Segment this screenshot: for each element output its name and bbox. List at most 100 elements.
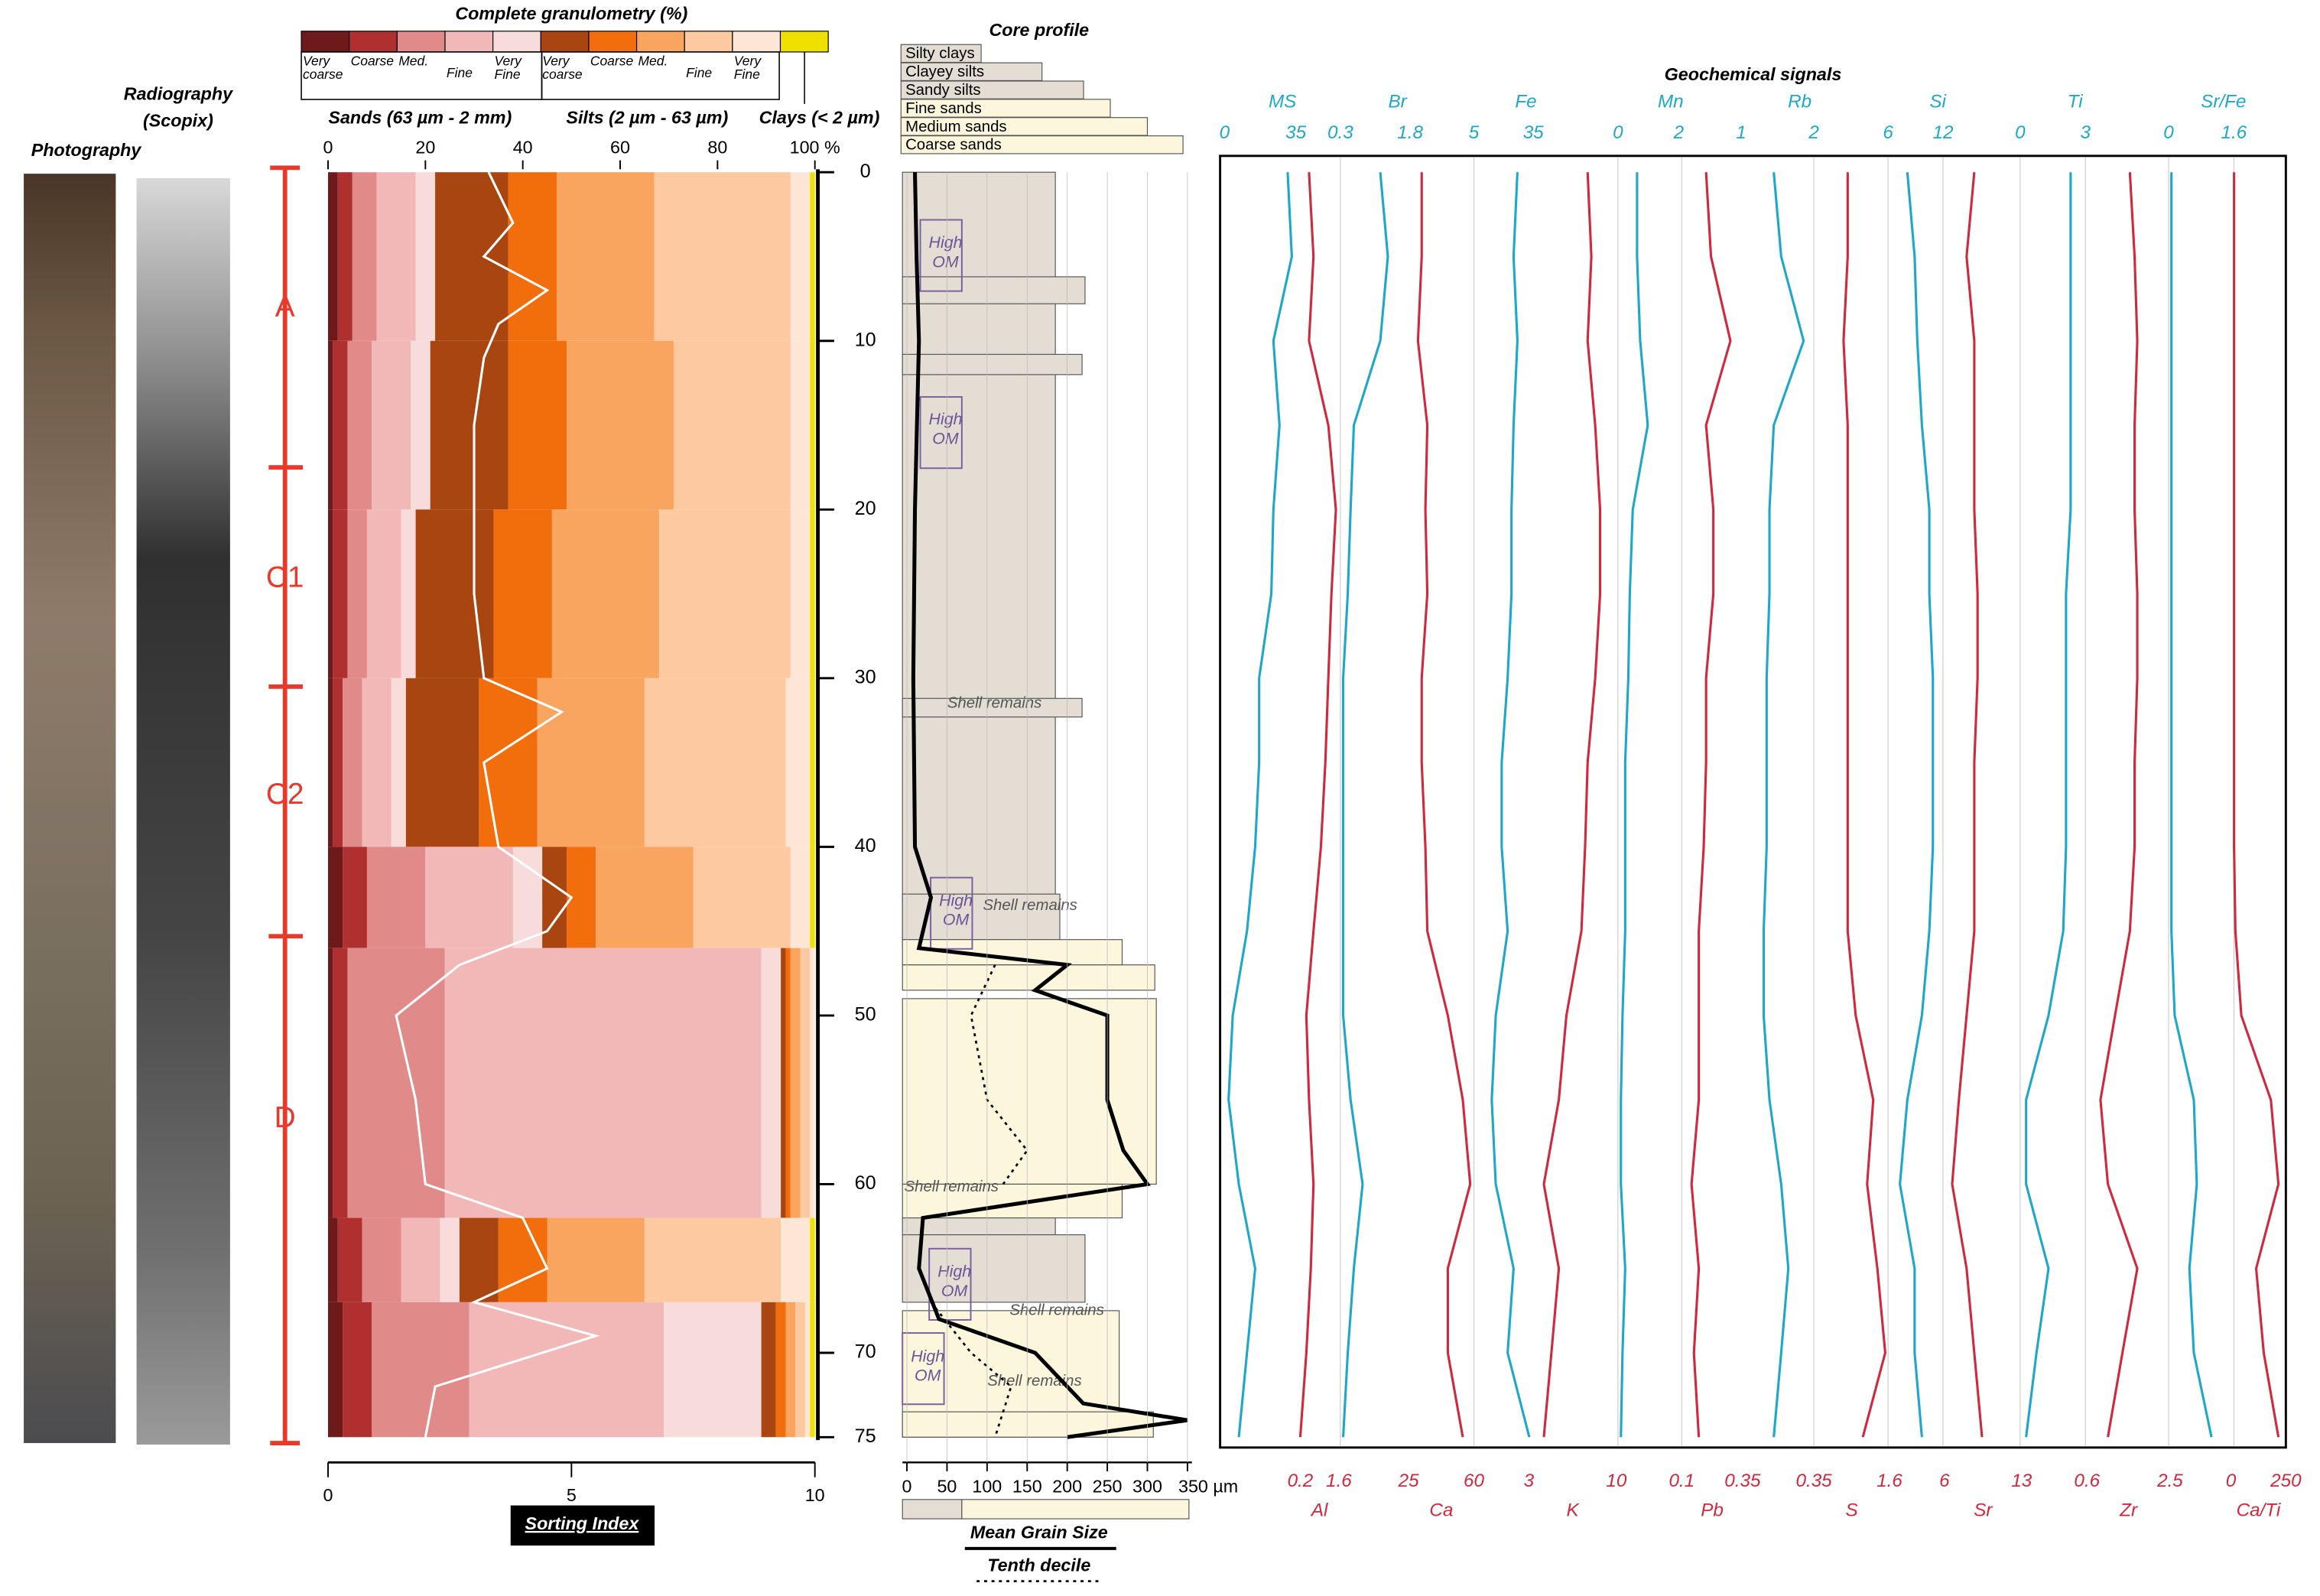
- granulometry-segment: [790, 340, 811, 510]
- geochem-tick-label: 2: [1673, 122, 1685, 143]
- granulometry-segment: [327, 948, 333, 1218]
- legend-label-box: Coarse: [350, 54, 394, 69]
- geochem-signal-name: Pb: [1701, 1500, 1724, 1521]
- geochem-signal-name: K: [1567, 1500, 1581, 1521]
- geochem-line: [1490, 172, 1531, 1438]
- core-tick-label: 200: [1052, 1476, 1082, 1496]
- granulometry-segment: [343, 678, 362, 847]
- geochem-tick-label: 1: [1736, 122, 1746, 143]
- granulometry-segment: [366, 509, 401, 678]
- granulometry-segment: [430, 340, 509, 510]
- geochem-tick-label: 0.1: [1669, 1471, 1695, 1491]
- core-tick-label: 350 µm: [1178, 1476, 1238, 1496]
- geochem-signal-name: Ti: [2068, 91, 2084, 112]
- high-om-label: High OM: [928, 411, 963, 449]
- granulometry-segment: [469, 1302, 664, 1438]
- high-om-bracket: [928, 1247, 972, 1321]
- geochem-line: [1762, 172, 1805, 1438]
- depth-tick-label: 10: [855, 329, 876, 350]
- granulometry-segment: [327, 678, 333, 847]
- granulometry-segment: [372, 1302, 470, 1438]
- lithology-legend: [900, 117, 1149, 136]
- unit-label: D: [275, 1101, 296, 1134]
- geochem-tick-label: 12: [1932, 122, 1953, 143]
- granulometry-segment: [444, 948, 762, 1218]
- granulometry-segment: [810, 509, 815, 678]
- geochem-title: Geochemical signals: [1665, 64, 1842, 84]
- depth-tick-label: 50: [855, 1004, 876, 1026]
- granulometry-segment: [362, 678, 392, 847]
- granulometry-segment: [785, 678, 811, 847]
- core-tick-label: 150: [1012, 1476, 1042, 1496]
- geochem-tick-label: 2.5: [2156, 1471, 2183, 1491]
- radiography-sublabel: (Scopix): [143, 110, 213, 130]
- legend-label: Med.: [398, 54, 429, 69]
- lithology-legend-label: Silty clays: [905, 45, 975, 62]
- granulometry-segment: [415, 172, 436, 341]
- legend-label-box: Very Fine: [495, 55, 522, 81]
- granulometry-segment: [790, 847, 811, 948]
- geochem-line: [1298, 172, 1337, 1438]
- legend-label-box: Fine: [686, 66, 712, 79]
- granulometry-segment: [790, 172, 811, 341]
- lithology-legend-label: Fine sands: [905, 100, 982, 117]
- high-om-label: High OM: [911, 1347, 945, 1385]
- geochem-signal-name: Zr: [2119, 1500, 2138, 1521]
- granulometry-segment: [405, 678, 479, 847]
- shell-remains-label: Shell remains: [947, 694, 1041, 711]
- core-tick-label: 250: [1093, 1476, 1123, 1496]
- sorting-label: Sorting Index: [525, 1513, 640, 1533]
- geochem-line: [1842, 172, 1887, 1438]
- legend-label-box: Fine: [447, 66, 473, 79]
- lithology-band: [902, 1234, 1086, 1303]
- granulometry-segment: [557, 172, 655, 341]
- granulometry-segment: [327, 1217, 338, 1302]
- geochem-tick-label: 10: [1606, 1471, 1626, 1491]
- geochem-signal-name: MS: [1269, 91, 1296, 112]
- geochem-signal-name: Ca/Ti: [2237, 1500, 2281, 1521]
- geochem-signal-name: Rb: [1788, 91, 1811, 112]
- granulometry-segment: [362, 1217, 401, 1302]
- granulometry-segment: [664, 1302, 762, 1438]
- granulometry-tick-label: 80: [707, 137, 727, 157]
- granulometry-segment: [537, 678, 645, 847]
- granulometry-segment: [781, 1217, 811, 1302]
- granulometry-segment: [347, 340, 372, 510]
- legend-label: Very Fine: [733, 54, 762, 82]
- depth-tick-label: 70: [855, 1341, 876, 1363]
- granulometry-segment: [551, 509, 659, 678]
- geochem-tick-label: 35: [1285, 122, 1306, 143]
- granulometry-segment: [790, 509, 811, 678]
- geochem-signal-name: Fe: [1515, 91, 1536, 112]
- granulometry-segment: [401, 509, 416, 678]
- granulometry-segment: [810, 1302, 815, 1438]
- high-om-label-box: High OM: [928, 411, 963, 449]
- granulometry-segment: [800, 948, 811, 1218]
- geochem-tick-label: 6: [1939, 1471, 1950, 1491]
- granulometry-tick-label: 20: [415, 137, 435, 157]
- granulometry-segment: [327, 172, 338, 341]
- lithology-legend: [900, 135, 1184, 154]
- high-om-label-box: High OM: [937, 1263, 971, 1301]
- lithology-legend: [900, 80, 1084, 99]
- granulometry-segment: [493, 509, 552, 678]
- legend-swatch: [444, 31, 494, 53]
- legend-label-box: Med.: [638, 55, 668, 68]
- granulometry-segment: [479, 678, 538, 847]
- geochem-signal-name: Mn: [1658, 91, 1684, 112]
- granulometry-title: Complete granulometry (%): [455, 4, 687, 24]
- high-om-label-box: High OM: [929, 235, 963, 272]
- granulometry-segment: [333, 948, 348, 1218]
- granulometry-segment: [327, 1302, 343, 1438]
- legend-swatch: [540, 31, 590, 53]
- depth-tick-label: 75: [855, 1425, 876, 1447]
- geochem-frame: [1219, 154, 2287, 1449]
- legend-label: Coarse: [590, 54, 634, 69]
- depth-tick-label: 60: [855, 1172, 876, 1194]
- lithology-band: [902, 939, 1123, 966]
- granulometry-segment: [810, 948, 815, 1218]
- geochem-tick-label: 1.6: [2221, 122, 2247, 143]
- legend-label: Coarse: [350, 54, 394, 69]
- granulometry-segment: [674, 340, 791, 510]
- granulometry-segment: [785, 1302, 796, 1438]
